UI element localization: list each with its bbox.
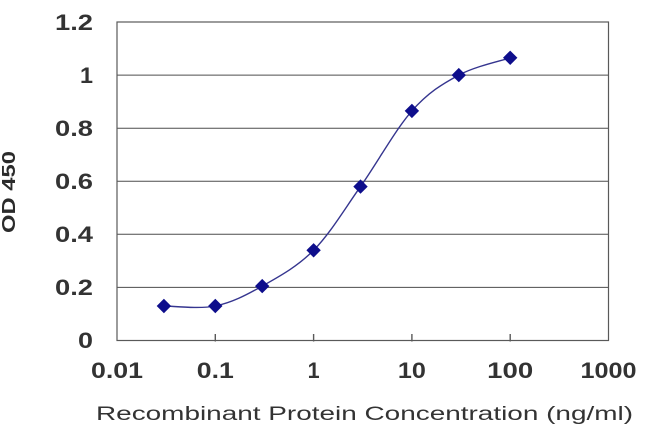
svg-text:0.8: 0.8 (55, 116, 93, 141)
svg-text:1: 1 (308, 358, 320, 383)
svg-text:0.6: 0.6 (55, 169, 93, 194)
svg-text:1: 1 (80, 63, 93, 88)
svg-text:OD 450: OD 450 (0, 151, 19, 233)
svg-text:100: 100 (487, 358, 533, 383)
svg-text:Recombinant Protein Concentrat: Recombinant Protein Concentration (ng/ml… (96, 404, 633, 425)
svg-text:10: 10 (398, 358, 426, 383)
svg-text:1000: 1000 (581, 358, 637, 383)
svg-text:0.01: 0.01 (91, 358, 143, 383)
svg-text:0: 0 (78, 328, 93, 353)
svg-text:0.1: 0.1 (197, 358, 234, 383)
svg-text:0.2: 0.2 (55, 275, 93, 300)
svg-text:1.2: 1.2 (55, 10, 93, 35)
svg-text:0.4: 0.4 (55, 222, 94, 247)
